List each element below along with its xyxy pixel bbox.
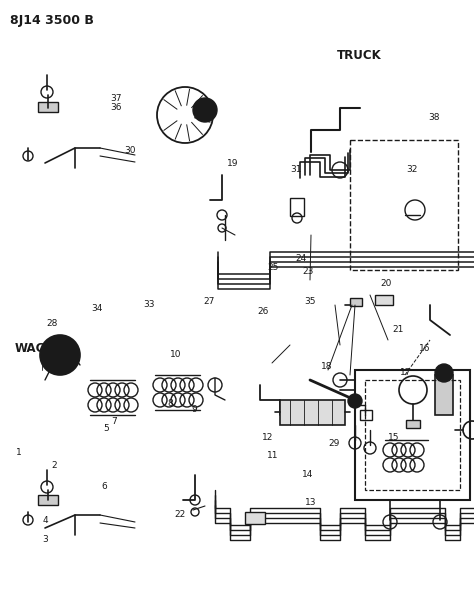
- Text: 9: 9: [191, 405, 197, 414]
- Text: 8J14 3500 B: 8J14 3500 B: [10, 14, 94, 27]
- Text: 31: 31: [291, 165, 302, 174]
- Text: 19: 19: [227, 159, 238, 168]
- Circle shape: [193, 98, 217, 122]
- Text: 14: 14: [302, 470, 314, 479]
- Text: 37: 37: [110, 94, 122, 103]
- Text: 28: 28: [46, 319, 58, 328]
- Bar: [365, 380, 460, 490]
- Bar: [406, 420, 420, 428]
- Text: 2: 2: [52, 461, 57, 469]
- Text: 34: 34: [91, 304, 103, 312]
- Bar: [435, 375, 453, 415]
- Bar: [360, 410, 372, 420]
- Text: 5: 5: [104, 424, 109, 432]
- Text: 38: 38: [428, 113, 439, 121]
- Bar: [38, 495, 58, 505]
- Text: 22: 22: [174, 510, 186, 519]
- Text: 27: 27: [203, 298, 214, 306]
- Text: 21: 21: [392, 325, 404, 334]
- Text: 12: 12: [262, 433, 273, 442]
- Bar: [280, 400, 345, 425]
- Text: 1: 1: [16, 448, 22, 457]
- Text: 20: 20: [381, 279, 392, 288]
- Text: 13: 13: [305, 498, 316, 506]
- Circle shape: [348, 394, 362, 408]
- Circle shape: [40, 335, 80, 375]
- Text: 6: 6: [101, 482, 107, 491]
- Text: WAGON: WAGON: [14, 341, 65, 355]
- Text: 33: 33: [144, 301, 155, 309]
- Text: 7: 7: [111, 418, 117, 426]
- Bar: [355, 370, 470, 500]
- Text: 16: 16: [419, 344, 430, 352]
- Bar: [290, 198, 304, 216]
- Bar: [375, 295, 393, 305]
- Text: 24: 24: [295, 254, 307, 263]
- Text: 35: 35: [305, 298, 316, 306]
- Text: 18: 18: [321, 362, 333, 371]
- Text: 30: 30: [125, 147, 136, 155]
- Bar: [350, 140, 458, 270]
- Text: 32: 32: [407, 165, 418, 174]
- Text: 4: 4: [42, 516, 48, 525]
- Text: 11: 11: [267, 452, 278, 460]
- Text: 29: 29: [328, 439, 340, 448]
- Text: 3: 3: [42, 535, 48, 543]
- Bar: [245, 512, 265, 524]
- Text: 36: 36: [110, 103, 122, 112]
- Text: TRUCK: TRUCK: [337, 49, 381, 62]
- Text: 10: 10: [170, 350, 181, 359]
- Bar: [38, 102, 58, 112]
- Text: 8: 8: [168, 399, 173, 408]
- Circle shape: [435, 364, 453, 382]
- Text: 26: 26: [257, 307, 269, 315]
- Text: 15: 15: [388, 433, 399, 442]
- Text: 25: 25: [267, 264, 278, 272]
- Bar: [350, 298, 362, 306]
- Text: 23: 23: [302, 267, 314, 275]
- Text: 17: 17: [400, 368, 411, 377]
